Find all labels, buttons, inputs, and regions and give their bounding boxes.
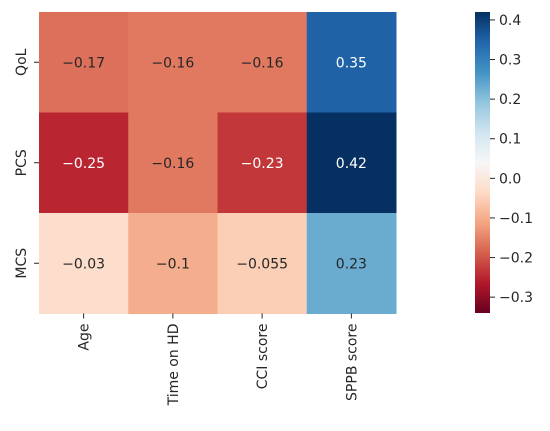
- colorbar-ticks: 0.4 0.3 0.2 0.1 0.0 −0.1 −0.2 −0.3: [490, 13, 533, 306]
- heatmap-cell: [217, 112, 308, 214]
- heatmap-cell: [306, 112, 397, 214]
- x-tick-label: CCI score: [255, 324, 271, 390]
- cell-value-label: −0.25: [62, 156, 105, 172]
- colorbar-tick-label: −0.3: [499, 290, 533, 306]
- colorbar-tick-label: 0.2: [499, 92, 521, 108]
- cell-value-label: −0.03: [62, 256, 105, 272]
- colorbar-tick-label: 0.0: [499, 171, 521, 187]
- heatmap-cell: [128, 213, 218, 314]
- colorbar-tick-label: −0.1: [499, 211, 533, 227]
- cell-value-label: −0.16: [151, 156, 194, 172]
- colorbar-gradient: [475, 12, 490, 313]
- cell-value-label: 0.23: [336, 256, 367, 272]
- cell-value-label: −0.23: [241, 156, 284, 172]
- colorbar-tick-label: 0.4: [499, 13, 521, 29]
- heatmap-cell: [306, 213, 397, 314]
- y-axis: QoL PCS MCS: [14, 48, 39, 279]
- heatmap-cells: [39, 12, 397, 314]
- heatmap-cell: [39, 213, 129, 314]
- heatmap-cell: [39, 112, 129, 214]
- y-tick-label: QoL: [14, 48, 30, 76]
- x-tick-label: Age: [77, 324, 93, 351]
- cell-value-label: −0.1: [156, 256, 190, 272]
- cell-value-label: 0.42: [336, 156, 367, 172]
- cell-value-label: −0.16: [241, 55, 284, 71]
- heatmap-cell-labels: −0.17 −0.16 −0.16 0.35 −0.25 −0.16 −0.23 0.42 −0…: [62, 55, 367, 272]
- x-tick-label: SPPB score: [344, 324, 360, 401]
- y-tick-label: PCS: [14, 149, 30, 176]
- colorbar: 0.4 0.3 0.2 0.1 0.0 −0.1 −0.2 −0.3: [475, 12, 533, 313]
- heatmap-cell: [128, 112, 218, 214]
- heatmap-cell: [217, 213, 308, 314]
- heatmap-cell: [128, 12, 218, 113]
- heatmap-cell: [306, 12, 397, 113]
- y-tick-label: MCS: [14, 248, 30, 279]
- cell-value-label: −0.16: [151, 55, 194, 71]
- heatmap-cell: [217, 12, 308, 113]
- colorbar-tick-label: −0.2: [499, 251, 533, 267]
- cell-value-label: −0.055: [236, 256, 288, 272]
- x-tick-label: Time on HD: [166, 324, 182, 407]
- cell-value-label: −0.17: [62, 55, 105, 71]
- x-axis: Age Time on HD CCI score SPPB score: [77, 313, 360, 407]
- colorbar-tick-label: 0.3: [499, 53, 521, 69]
- cell-value-label: 0.35: [336, 55, 367, 71]
- colorbar-tick-label: 0.1: [499, 132, 521, 148]
- heatmap-cell: [39, 12, 129, 113]
